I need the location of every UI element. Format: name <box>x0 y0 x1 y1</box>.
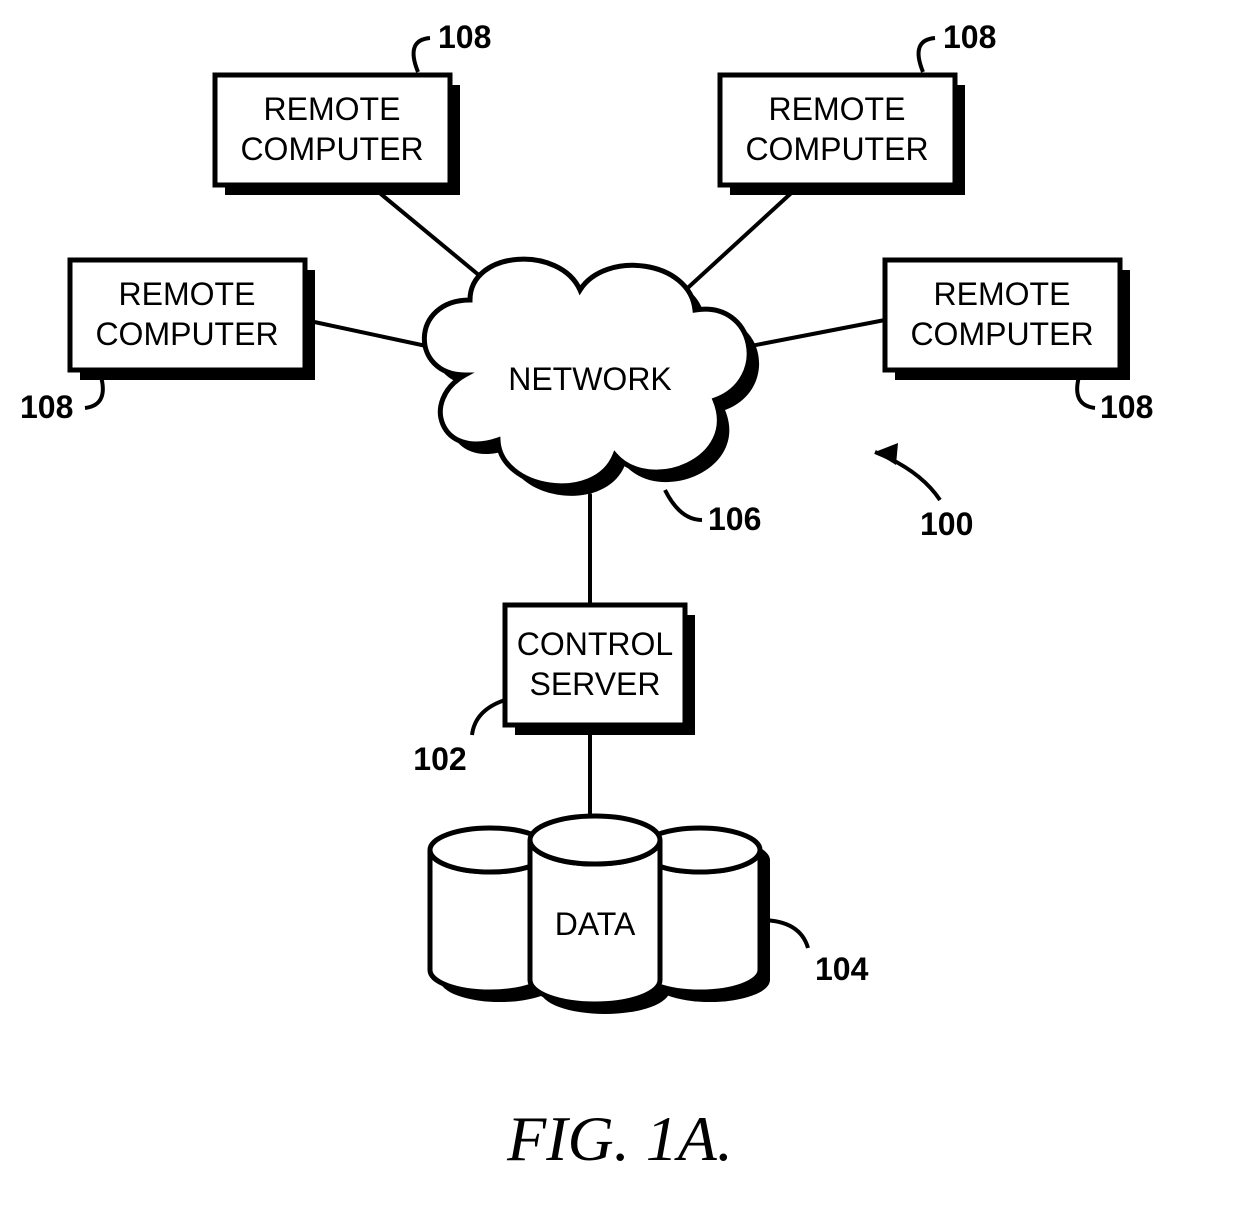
remote-tl-line2: COMPUTER <box>240 131 423 167</box>
data-ref: 104 <box>815 951 869 987</box>
remote-ml-ref: 108 <box>20 389 73 425</box>
data-label: DATA <box>555 906 636 942</box>
system-ref: 100 <box>920 506 973 542</box>
data-cylinders: DATA 104 <box>430 816 869 1014</box>
control-server: CONTROL SERVER 102 <box>413 605 695 777</box>
remote-computer-ml: REMOTE COMPUTER 108 <box>20 260 315 425</box>
remote-mr-line2: COMPUTER <box>910 316 1093 352</box>
edge-tr-cloud <box>680 185 800 295</box>
cloud-label: NETWORK <box>508 361 672 397</box>
network-diagram: REMOTE COMPUTER 108 REMOTE COMPUTER 108 … <box>0 0 1240 1223</box>
remote-ml-line2: COMPUTER <box>95 316 278 352</box>
remote-tl-line1: REMOTE <box>264 91 401 127</box>
remote-computer-tl: REMOTE COMPUTER 108 <box>215 19 491 195</box>
figure-caption: FIG. 1A. <box>506 1103 733 1174</box>
remote-ml-line1: REMOTE <box>119 276 256 312</box>
remote-computer-tr: REMOTE COMPUTER 108 <box>720 19 996 195</box>
cloud-ref: 106 <box>708 501 761 537</box>
remote-tr-line1: REMOTE <box>769 91 906 127</box>
remote-tr-line2: COMPUTER <box>745 131 928 167</box>
remote-tr-ref: 108 <box>943 19 996 55</box>
control-line1: CONTROL <box>517 626 673 662</box>
system-ref-pointer: 100 <box>875 443 973 542</box>
remote-mr-line1: REMOTE <box>934 276 1071 312</box>
control-line2: SERVER <box>529 666 660 702</box>
remote-computer-mr: REMOTE COMPUTER 108 <box>885 260 1153 425</box>
control-ref: 102 <box>413 741 466 777</box>
network-cloud: NETWORK 106 <box>424 259 761 537</box>
remote-mr-ref: 108 <box>1100 389 1153 425</box>
remote-tl-ref: 108 <box>438 19 491 55</box>
